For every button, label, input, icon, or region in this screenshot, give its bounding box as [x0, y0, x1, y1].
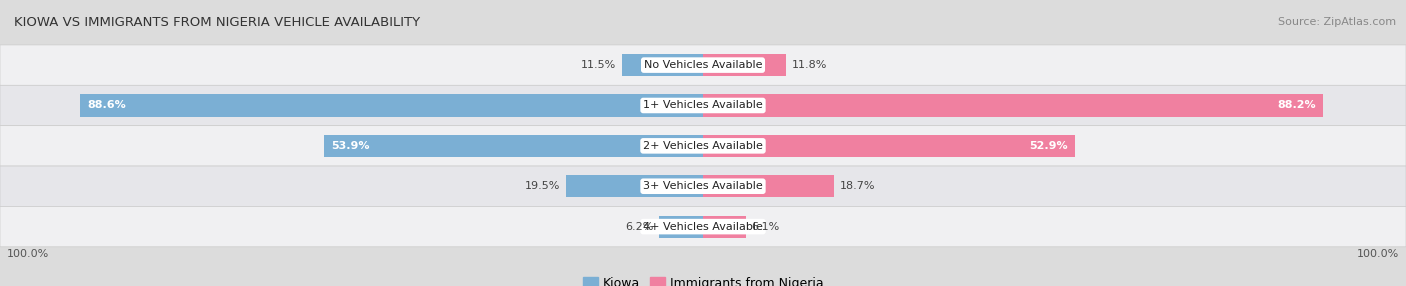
Bar — [323, 135, 703, 157]
Bar — [703, 216, 747, 238]
Text: 53.9%: 53.9% — [332, 141, 370, 151]
Legend: Kiowa, Immigrants from Nigeria: Kiowa, Immigrants from Nigeria — [578, 272, 828, 286]
Bar — [703, 94, 1323, 117]
Text: 11.5%: 11.5% — [581, 60, 616, 70]
FancyBboxPatch shape — [0, 45, 1406, 85]
FancyBboxPatch shape — [0, 85, 1406, 126]
Text: 100.0%: 100.0% — [1357, 249, 1399, 259]
Text: 2+ Vehicles Available: 2+ Vehicles Available — [643, 141, 763, 151]
Text: 4+ Vehicles Available: 4+ Vehicles Available — [643, 222, 763, 232]
Text: Source: ZipAtlas.com: Source: ZipAtlas.com — [1278, 17, 1396, 27]
Text: 3+ Vehicles Available: 3+ Vehicles Available — [643, 181, 763, 191]
Text: 19.5%: 19.5% — [524, 181, 560, 191]
Text: No Vehicles Available: No Vehicles Available — [644, 60, 762, 70]
Text: 52.9%: 52.9% — [1029, 141, 1069, 151]
Text: 88.2%: 88.2% — [1278, 100, 1316, 110]
Text: 18.7%: 18.7% — [841, 181, 876, 191]
FancyBboxPatch shape — [0, 206, 1406, 247]
Text: 6.2%: 6.2% — [626, 222, 654, 232]
Text: 100.0%: 100.0% — [7, 249, 49, 259]
FancyBboxPatch shape — [0, 126, 1406, 166]
Bar — [80, 94, 703, 117]
Text: KIOWA VS IMMIGRANTS FROM NIGERIA VEHICLE AVAILABILITY: KIOWA VS IMMIGRANTS FROM NIGERIA VEHICLE… — [14, 15, 420, 29]
Bar — [565, 175, 703, 197]
Bar — [703, 175, 835, 197]
Text: 6.1%: 6.1% — [751, 222, 780, 232]
Text: 1+ Vehicles Available: 1+ Vehicles Available — [643, 100, 763, 110]
Bar — [621, 54, 703, 76]
FancyBboxPatch shape — [0, 166, 1406, 206]
Text: 11.8%: 11.8% — [792, 60, 827, 70]
Bar — [659, 216, 703, 238]
Text: 88.6%: 88.6% — [87, 100, 127, 110]
Bar — [703, 135, 1074, 157]
Bar — [703, 54, 786, 76]
